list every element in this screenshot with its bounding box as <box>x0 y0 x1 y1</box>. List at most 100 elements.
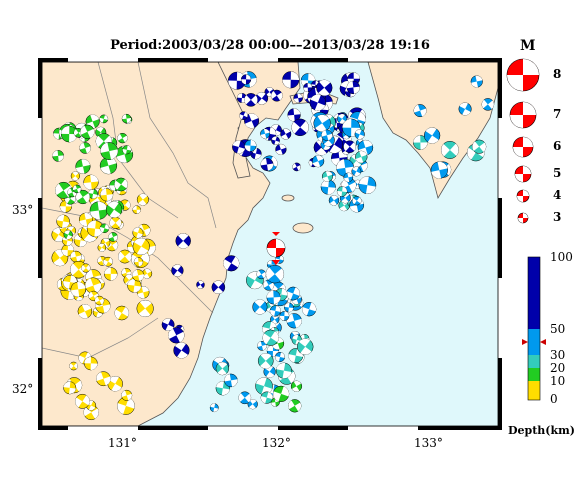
earthquake-marker <box>196 280 205 290</box>
earthquake-marker <box>470 75 483 88</box>
earthquake-marker <box>269 305 281 317</box>
earthquake-marker <box>303 82 313 93</box>
earthquake-marker <box>343 172 354 183</box>
earthquake-marker <box>117 132 128 144</box>
earthquake-marker <box>211 280 226 295</box>
earthquake-marker <box>260 391 273 404</box>
earthquake-marker <box>256 269 267 280</box>
earthquake-marker <box>346 80 360 95</box>
earthquake-marker <box>328 195 340 206</box>
earthquake-marker <box>173 342 190 359</box>
earthquake-marker <box>257 341 267 351</box>
magnitude-label: 5 <box>553 166 562 180</box>
earthquake-marker <box>136 193 149 206</box>
earthquake-marker <box>440 141 459 159</box>
earthquake-marker <box>108 232 118 242</box>
earthquake-marker <box>284 302 294 313</box>
earthquake-marker <box>316 79 333 96</box>
earthquake-marker <box>99 114 109 124</box>
earthquake-marker <box>81 263 91 273</box>
earthquake-marker <box>103 256 113 267</box>
earthquake-marker <box>252 299 268 315</box>
depth-label: 20 <box>550 361 566 375</box>
earthquake-marker <box>239 111 248 120</box>
earthquake-marker <box>89 201 108 220</box>
earthquake-marker <box>321 170 334 182</box>
earthquake-marker <box>312 155 325 168</box>
earthquake-marker <box>75 158 91 174</box>
earthquake-marker <box>80 124 95 139</box>
earthquake-marker <box>132 237 150 256</box>
earthquake-marker <box>86 220 104 237</box>
earthquake-marker <box>100 188 114 202</box>
earthquake-marker <box>168 327 185 344</box>
earthquake-marker <box>122 145 132 155</box>
depth-label: 50 <box>550 322 566 336</box>
earthquake-marker <box>240 74 252 85</box>
earthquake-marker <box>291 118 309 137</box>
earthquake-marker <box>430 161 448 179</box>
earthquake-marker <box>257 353 274 369</box>
earthquake-marker <box>270 89 283 102</box>
earthquake-marker <box>260 128 271 139</box>
map-area <box>42 62 498 426</box>
earthquake-marker <box>132 227 144 239</box>
earthquake-marker <box>352 196 362 206</box>
island <box>281 194 295 202</box>
earthquake-marker <box>279 311 290 321</box>
earthquake-marker <box>109 216 122 229</box>
earthquake-marker <box>297 338 314 355</box>
earthquake-marker <box>114 177 128 192</box>
magnitude-label: 7 <box>553 107 562 121</box>
earthquake-marker <box>232 140 246 154</box>
earthquake-marker <box>301 302 317 317</box>
earthquake-marker <box>94 295 105 306</box>
map-title: Period:2003/03/28 00:00––2013/03/28 19:1… <box>110 38 430 53</box>
earthquake-marker <box>472 139 487 154</box>
earthquake-marker <box>96 371 111 387</box>
y-tick-label: 32° <box>12 382 34 396</box>
earthquake-marker <box>100 142 119 160</box>
earthquake-marker <box>70 250 82 263</box>
x-tick-label: 131° <box>108 436 137 450</box>
earthquake-marker <box>104 267 118 281</box>
earthquake-marker <box>63 230 73 240</box>
earthquake-marker <box>413 104 427 118</box>
magnitude-label: 6 <box>553 139 562 153</box>
earthquake-marker <box>105 201 123 218</box>
earthquake-marker <box>75 189 90 205</box>
magnitude-label: 3 <box>553 210 562 224</box>
earthquake-marker <box>320 179 336 195</box>
earthquake-marker <box>292 162 302 172</box>
earthquake-marker <box>280 128 292 140</box>
earthquake-marker <box>321 129 333 141</box>
earthquake-marker <box>215 361 230 376</box>
x-tick-label: 133° <box>414 436 443 450</box>
earthquake-marker <box>355 150 368 164</box>
earthquake-marker <box>88 188 99 199</box>
earthquake-marker <box>132 269 145 282</box>
earthquake-marker <box>288 399 302 413</box>
seismicity-map <box>38 58 502 430</box>
earthquake-marker <box>117 397 135 415</box>
earthquake-marker <box>336 186 348 197</box>
earthquake-marker <box>133 257 144 267</box>
earthquake-marker <box>99 223 110 234</box>
earthquake-marker <box>313 114 331 132</box>
earthquake-marker <box>413 135 428 150</box>
earthquake-marker <box>255 91 269 105</box>
magnitude-legend-symbols <box>506 58 540 224</box>
earthquake-marker <box>275 143 287 156</box>
earthquake-marker <box>83 174 99 190</box>
earthquake-markers <box>51 71 495 421</box>
earthquake-marker <box>293 93 303 103</box>
earthquake-marker <box>132 205 141 214</box>
earthquake-marker <box>70 171 80 181</box>
magnitude-label: 4 <box>553 188 562 202</box>
earthquake-marker <box>260 157 274 171</box>
earthquake-marker <box>351 166 362 177</box>
earthquake-marker <box>244 139 257 152</box>
earthquake-marker <box>118 249 132 264</box>
earthquake-marker <box>337 113 348 124</box>
frame-bars <box>38 58 502 430</box>
